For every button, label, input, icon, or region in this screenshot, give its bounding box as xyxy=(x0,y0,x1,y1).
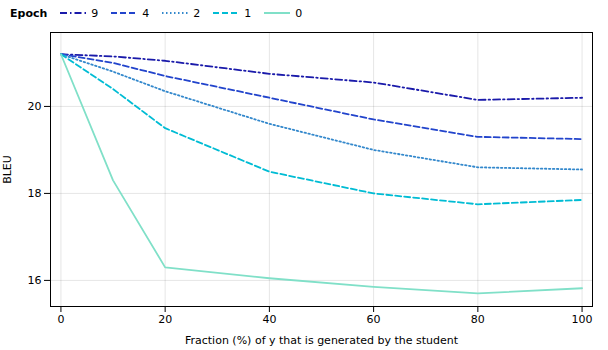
svg-text:BLEU: BLEU xyxy=(1,155,14,184)
html-text:2: 2 xyxy=(193,6,201,20)
html-text:1: 1 xyxy=(244,6,252,20)
svg-text:0: 0 xyxy=(57,313,64,326)
svg-text:20: 20 xyxy=(28,100,42,113)
html-text:4: 4 xyxy=(142,6,150,20)
html-text:Epoch: Epoch xyxy=(10,6,48,20)
svg-text:16: 16 xyxy=(28,274,42,287)
svg-text:80: 80 xyxy=(471,313,485,326)
svg-text:20: 20 xyxy=(158,313,172,326)
svg-text:18: 18 xyxy=(28,187,42,200)
html-text:9: 9 xyxy=(91,6,99,20)
svg-text:60: 60 xyxy=(367,313,381,326)
svg-text:40: 40 xyxy=(262,313,276,326)
html-text:0: 0 xyxy=(295,6,303,20)
svg-text:Fraction (%) of y that is gene: Fraction (%) of y that is generated by t… xyxy=(185,334,459,347)
svg-text:100: 100 xyxy=(572,313,593,326)
